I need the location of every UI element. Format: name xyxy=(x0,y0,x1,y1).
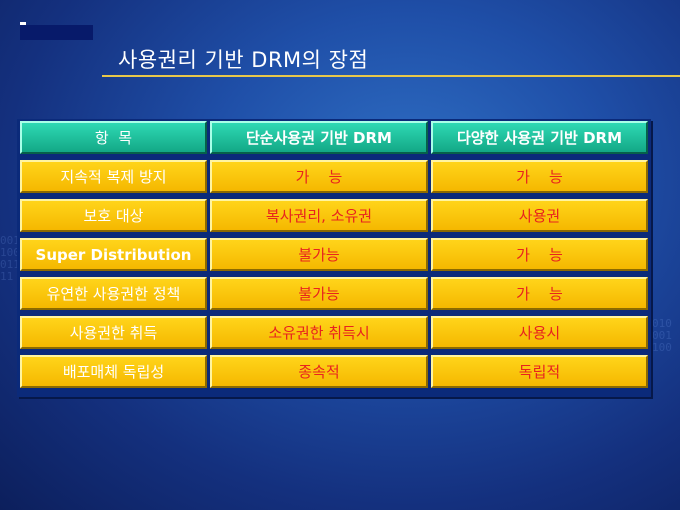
background-binary-right: 010 001 100 xyxy=(652,317,672,354)
row-various-value: 가 능 xyxy=(431,277,648,310)
row-label: 지속적 복제 방지 xyxy=(20,160,207,193)
row-label: 배포매체 독립성 xyxy=(20,355,207,388)
row-simple-value: 소유권한 취득시 xyxy=(210,316,428,349)
header-item: 항 목 xyxy=(20,121,207,154)
row-label: 보호 대상 xyxy=(20,199,207,232)
row-various-value: 가 능 xyxy=(431,160,648,193)
background-binary-left: 001 100 011 11 xyxy=(0,234,20,283)
row-various-value: 사용시 xyxy=(431,316,648,349)
comparison-table: 항 목 단순사용권 기반 DRM 다양한 사용권 기반 DRM 지속적 복제 방… xyxy=(17,119,651,397)
row-label: Super Distribution xyxy=(20,238,207,271)
row-various-value: 사용권 xyxy=(431,199,648,232)
header-various-drm: 다양한 사용권 기반 DRM xyxy=(431,121,648,154)
row-simple-value: 불가능 xyxy=(210,277,428,310)
row-various-value: 가 능 xyxy=(431,238,648,271)
slide-title: 사용권리 기반 DRM의 장점 xyxy=(118,48,369,72)
row-label: 유연한 사용권한 정책 xyxy=(20,277,207,310)
row-simple-value: 종속적 xyxy=(210,355,428,388)
row-simple-value: 가 능 xyxy=(210,160,428,193)
header-simple-drm: 단순사용권 기반 DRM xyxy=(210,121,428,154)
row-various-value: 독립적 xyxy=(431,355,648,388)
row-simple-value: 불가능 xyxy=(210,238,428,271)
title-underline xyxy=(102,75,680,77)
row-simple-value: 복사권리, 소유권 xyxy=(210,199,428,232)
corner-decoration xyxy=(20,22,93,40)
row-label: 사용권한 취득 xyxy=(20,316,207,349)
